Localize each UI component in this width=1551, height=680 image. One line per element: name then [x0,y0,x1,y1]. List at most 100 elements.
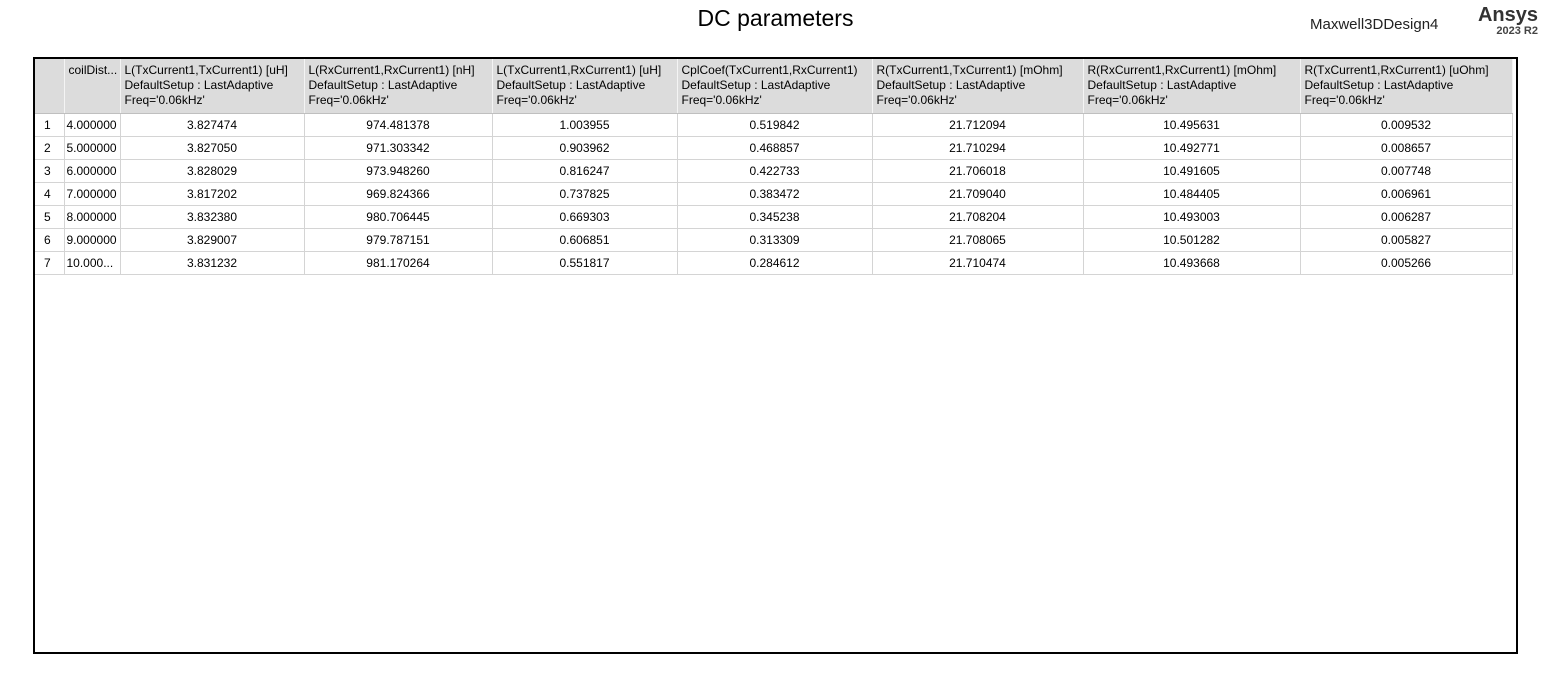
table-row[interactable]: 5 8.000000 3.832380 980.706445 0.669303 0.345… [35,205,1513,229]
table-cell: 21.710474 [872,251,1084,275]
table-cell: 0.737825 [492,182,678,206]
column-header-name: R(TxCurrent1,RxCurrent1) [uOhm] [1304,63,1489,77]
column-header[interactable]: R(TxCurrent1,RxCurrent1) [uOhm] DefaultSe… [1300,59,1513,114]
table-cell: 3.829007 [120,228,305,252]
column-header-freq: Freq='0.06kHz' [681,93,762,107]
table-cell: 973.948260 [304,159,493,183]
report-table-frame: coilDist... L(TxCurrent1,TxCurrent1) [uH… [33,57,1518,654]
header-row: coilDist... L(TxCurrent1,TxCurrent1) [uH… [35,59,1513,114]
table-cell: 21.706018 [872,159,1084,183]
table-cell: 0.422733 [677,159,873,183]
brand-name: Ansys [1477,4,1538,26]
table-cell: 6.000000 [64,159,121,183]
table-cell: 0.009532 [1300,113,1513,137]
table-row[interactable]: 4 7.000000 3.817202 969.824366 0.737825 0.383… [35,182,1513,206]
table-cell: 981.170264 [304,251,493,275]
column-header[interactable]: coilDist... [64,59,121,114]
column-header[interactable]: CplCoef(TxCurrent1,RxCurrent1) DefaultSet… [677,59,873,114]
table-row[interactable]: 2 5.000000 3.827050 971.303342 0.903962 0.468… [35,136,1513,160]
table-cell: 969.824366 [304,182,493,206]
table-cell: 1.003955 [492,113,678,137]
table-cell: 0.006287 [1300,205,1513,229]
version-label: 2023 R2 [1496,25,1538,37]
table-row[interactable]: 6 9.000000 3.829007 979.787151 0.606851 0.313… [35,228,1513,252]
report-title: DC parameters [697,5,854,31]
row-index: 2 [35,136,65,160]
table-cell: 10.484405 [1083,182,1301,206]
column-header[interactable]: L(RxCurrent1,RxCurrent1) [nH] DefaultSetu… [304,59,493,114]
table-cell: 10.495631 [1083,113,1301,137]
table-cell: 0.006961 [1300,182,1513,206]
column-header-name: L(TxCurrent1,TxCurrent1) [uH] [124,63,288,77]
table-cell: 974.481378 [304,113,493,137]
row-index: 1 [35,113,65,137]
column-header-freq: Freq='0.06kHz' [308,93,389,107]
column-header-freq: Freq='0.06kHz' [1087,93,1168,107]
table-cell: 21.708204 [872,205,1084,229]
table-cell: 21.710294 [872,136,1084,160]
column-header-name: CplCoef(TxCurrent1,RxCurrent1) [681,63,858,77]
table-cell: 0.313309 [677,228,873,252]
column-header-name: L(RxCurrent1,RxCurrent1) [nH] [308,63,475,77]
table-cell: 971.303342 [304,136,493,160]
table-cell: 0.383472 [677,182,873,206]
table-cell: 10.000... [64,251,121,275]
column-header-setup: DefaultSetup : LastAdaptive [876,78,1026,92]
table-cell: 0.468857 [677,136,873,160]
table-cell: 979.787151 [304,228,493,252]
table-cell: 21.708065 [872,228,1084,252]
column-header-freq: Freq='0.06kHz' [496,93,577,107]
table-cell: 21.712094 [872,113,1084,137]
table-cell: 0.551817 [492,251,678,275]
column-header-setup: DefaultSetup : LastAdaptive [308,78,458,92]
column-header-freq: Freq='0.06kHz' [1304,93,1385,107]
row-index: 5 [35,205,65,229]
row-index: 7 [35,251,65,275]
table-cell: 0.007748 [1300,159,1513,183]
column-header[interactable]: R(TxCurrent1,TxCurrent1) [mOhm] DefaultSe… [872,59,1084,114]
column-header-setup: DefaultSetup : LastAdaptive [496,78,646,92]
table-cell: 10.501282 [1083,228,1301,252]
table-cell: 0.606851 [492,228,678,252]
table-row[interactable]: 7 10.000... 3.831232 981.170264 0.551817 0.28… [35,251,1513,275]
table-cell: 0.903962 [492,136,678,160]
table-cell: 0.816247 [492,159,678,183]
row-index: 3 [35,159,65,183]
table-cell: 980.706445 [304,205,493,229]
row-index: 6 [35,228,65,252]
table-cell: 3.832380 [120,205,305,229]
ansys-logo: Ansys 2023 R2 [1458,5,1538,37]
table-cell: 9.000000 [64,228,121,252]
table-cell: 3.827474 [120,113,305,137]
column-header-freq: Freq='0.06kHz' [876,93,957,107]
row-index: 4 [35,182,65,206]
column-header-setup: DefaultSetup : LastAdaptive [124,78,274,92]
table-cell: 0.519842 [677,113,873,137]
table-cell: 3.831232 [120,251,305,275]
table-cell: 0.669303 [492,205,678,229]
column-header[interactable]: R(RxCurrent1,RxCurrent1) [mOhm] DefaultSe… [1083,59,1301,114]
table-row[interactable]: 1 4.000000 3.827474 974.481378 1.003955 0.519… [35,113,1513,137]
table-cell: 3.827050 [120,136,305,160]
column-header-setup: DefaultSetup : LastAdaptive [681,78,831,92]
table-cell: 10.491605 [1083,159,1301,183]
table-row[interactable]: 3 6.000000 3.828029 973.948260 0.816247 0.422… [35,159,1513,183]
table-cell: 4.000000 [64,113,121,137]
table-cell: 8.000000 [64,205,121,229]
column-header-name: R(RxCurrent1,RxCurrent1) [mOhm] [1087,63,1277,77]
table-cell: 3.817202 [120,182,305,206]
column-header-setup: DefaultSetup : LastAdaptive [1304,78,1454,92]
table-cell: 10.493003 [1083,205,1301,229]
table-cell: 7.000000 [64,182,121,206]
table-cell: 10.493668 [1083,251,1301,275]
table-body: 1 4.000000 3.827474 974.481378 1.003955 0.519… [35,113,1513,275]
table-cell: 21.709040 [872,182,1084,206]
column-header[interactable]: L(TxCurrent1,TxCurrent1) [uH] DefaultSetu… [120,59,305,114]
column-header-name: L(TxCurrent1,RxCurrent1) [uH] [496,63,662,77]
table-cell: 0.345238 [677,205,873,229]
column-header-freq: Freq='0.06kHz' [124,93,205,107]
column-header[interactable]: L(TxCurrent1,RxCurrent1) [uH] DefaultSetu… [492,59,678,114]
data-table: coilDist... L(TxCurrent1,TxCurrent1) [uH… [35,59,1513,275]
table-cell: 3.828029 [120,159,305,183]
table-cell: 0.284612 [677,251,873,275]
